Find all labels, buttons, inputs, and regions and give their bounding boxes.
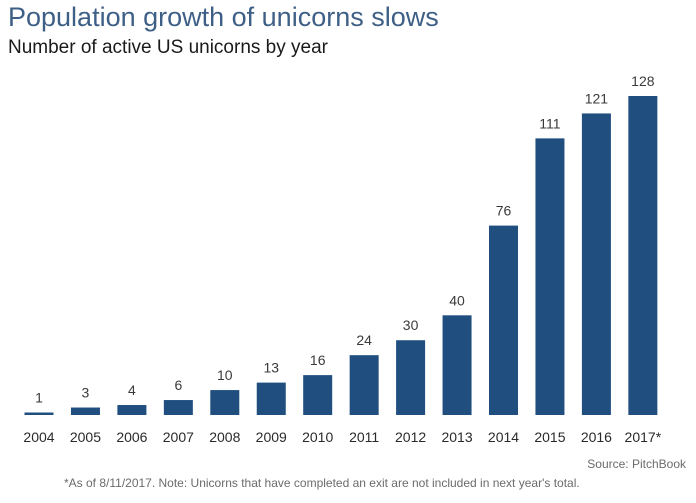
x-tick-label-2014: 2014 <box>488 429 519 445</box>
data-label-2004: 1 <box>35 390 43 406</box>
x-tick-label-2009: 2009 <box>256 429 287 445</box>
bar-2006 <box>117 405 147 415</box>
bar-2017 <box>628 96 658 415</box>
source-note: Source: PitchBook <box>587 457 686 471</box>
data-label-2014: 76 <box>496 203 512 219</box>
data-label-2008: 10 <box>217 367 233 383</box>
x-tick-label-2006: 2006 <box>116 429 147 445</box>
data-label-2015: 111 <box>539 115 560 131</box>
data-label-2016: 121 <box>585 90 609 106</box>
x-tick-label-2012: 2012 <box>395 429 426 445</box>
data-label-2012: 30 <box>403 317 419 333</box>
data-label-2017: 128 <box>631 73 655 89</box>
bar-2009 <box>256 382 286 415</box>
bar-2012 <box>396 340 426 415</box>
bar-2008 <box>210 390 240 415</box>
x-tick-label-2013: 2013 <box>441 429 472 445</box>
x-tick-label-2015: 2015 <box>534 429 565 445</box>
bar-2013 <box>442 315 472 415</box>
data-label-2009: 13 <box>263 360 279 376</box>
x-tick-label-2010: 2010 <box>302 429 333 445</box>
x-tick-label-2008: 2008 <box>209 429 240 445</box>
bar-2010 <box>303 375 333 415</box>
data-label-2011: 24 <box>356 332 372 348</box>
x-tick-label-2005: 2005 <box>70 429 101 445</box>
x-tick-label-2007: 2007 <box>163 429 194 445</box>
footnote: *As of 8/11/2017. Note: Unicorns that ha… <box>64 476 580 490</box>
data-label-2005: 3 <box>82 385 90 401</box>
data-label-2013: 40 <box>449 292 465 308</box>
bar-2015 <box>535 138 565 415</box>
x-tick-label-2011: 2011 <box>349 429 379 445</box>
chart-title: Population growth of unicorns slows <box>8 2 439 32</box>
bar-2007 <box>163 400 193 415</box>
bar-2014 <box>489 225 518 415</box>
x-tick-label-2004: 2004 <box>23 429 54 445</box>
bar-2005 <box>70 407 100 415</box>
x-tick-label-2017: 2017* <box>625 429 662 445</box>
data-label-2010: 16 <box>310 352 326 368</box>
bar-2016 <box>581 113 611 415</box>
x-tick-label-2016: 2016 <box>581 429 612 445</box>
data-label-2006: 4 <box>128 382 136 398</box>
chart-subtitle: Number of active US unicorns by year <box>8 37 328 58</box>
bar-2004 <box>24 412 54 415</box>
data-label-2007: 6 <box>174 377 182 393</box>
bar-2011 <box>349 355 379 415</box>
